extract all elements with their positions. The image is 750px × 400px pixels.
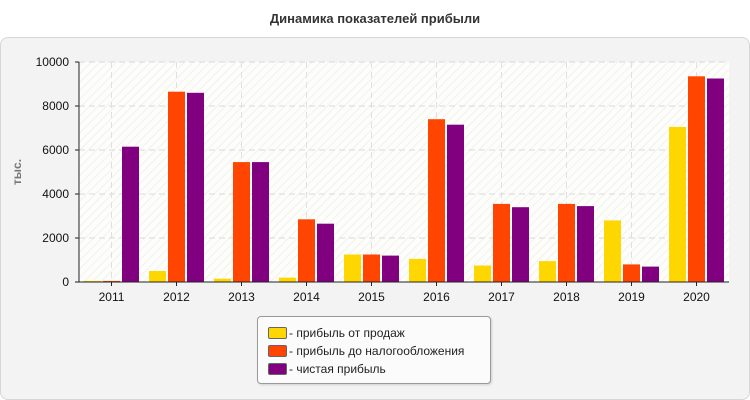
legend-label: - прибыль от продаж (289, 325, 405, 340)
bar-3-2013 (252, 162, 269, 282)
bar-1-2014 (279, 277, 296, 282)
legend-item-pretax-profit: - прибыль до налогообложения (268, 343, 464, 359)
x-tick-label: 2018 (553, 290, 580, 304)
x-tick-label: 2014 (293, 290, 320, 304)
bar-3-2020 (707, 78, 724, 282)
tick-labels: 0 2000 4000 6000 8000 10000 2011 2012 2013 2014 20… (36, 55, 711, 304)
bar-3-2017 (512, 207, 529, 282)
bar-1-2019 (604, 220, 621, 282)
x-tick-label: 2016 (423, 290, 450, 304)
x-tick-label: 2011 (99, 290, 125, 304)
y-tick-label: 10000 (36, 55, 70, 69)
y-axis-label: тыс. (10, 159, 24, 185)
bar-3-2019 (642, 266, 659, 282)
legend: - прибыль от продаж - прибыль до налогоо… (257, 316, 491, 384)
bar-1-2012 (149, 271, 166, 282)
bar-2-2012 (168, 91, 185, 282)
bar-2-2015 (363, 254, 380, 282)
bar-3-2015 (382, 255, 399, 282)
axes (75, 61, 729, 286)
bar-3-2016 (447, 124, 464, 282)
y-tick-label: 4000 (42, 187, 69, 201)
bar-1-2016 (409, 258, 426, 282)
y-tick-label: 8000 (42, 99, 69, 113)
bar-2-2016 (428, 119, 445, 282)
y-tick-label: 0 (62, 275, 69, 289)
bar-2-2017 (493, 203, 510, 282)
bars (84, 76, 724, 283)
y-tick-label: 6000 (42, 143, 69, 157)
x-tick-label: 2015 (358, 290, 385, 304)
chart-title: Динамика показателей прибыли (269, 11, 481, 26)
bar-2-2011 (103, 280, 120, 282)
legend-swatch-pretax-profit (268, 344, 287, 357)
y-tick-label: 2000 (42, 231, 69, 245)
bar-3-2012 (187, 92, 204, 282)
x-tick-label: 2020 (683, 290, 710, 304)
bar-2-2019 (623, 264, 640, 282)
bar-2-2013 (233, 162, 250, 282)
bar-2-2018 (558, 203, 575, 282)
x-tick-label: 2012 (163, 290, 190, 304)
legend-label: - чистая прибыль (289, 361, 386, 376)
bar-1-2011 (84, 280, 101, 282)
bar-1-2018 (539, 261, 556, 282)
legend-label: - прибыль до налогообложения (289, 343, 465, 358)
bar-1-2015 (344, 254, 361, 282)
legend-item-sales-profit: - прибыль от продаж (268, 325, 405, 341)
bar-3-2014 (317, 223, 334, 282)
bar-2-2014 (298, 219, 315, 282)
bar-2-2020 (688, 76, 705, 282)
bar-1-2020 (669, 126, 686, 283)
legend-item-net-profit: - чистая прибыль (268, 361, 386, 377)
bar-1-2017 (474, 265, 491, 282)
bar-1-2013 (214, 278, 231, 282)
legend-swatch-net-profit (268, 362, 287, 375)
x-tick-label: 2017 (488, 290, 515, 304)
bar-3-2011 (122, 146, 139, 282)
x-tick-label: 2013 (228, 290, 255, 304)
x-tick-label: 2019 (618, 290, 645, 304)
bar-3-2018 (577, 206, 594, 282)
legend-swatch-sales-profit (268, 326, 287, 339)
